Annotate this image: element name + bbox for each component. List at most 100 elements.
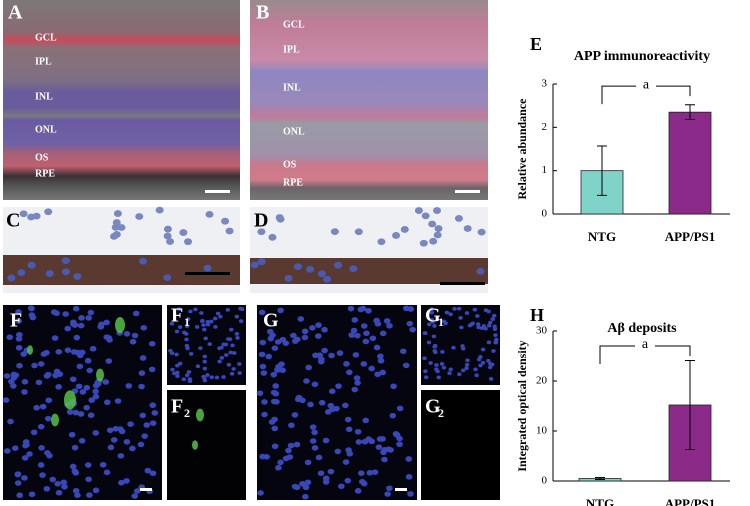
nucleus — [334, 448, 342, 455]
significance-bracket — [599, 345, 691, 364]
nucleus — [486, 340, 492, 345]
nucleus — [14, 471, 22, 478]
nucleus — [134, 488, 141, 494]
error-bar — [685, 360, 695, 450]
nucleus — [141, 433, 148, 439]
nucleus — [71, 468, 79, 475]
nucleus — [7, 274, 16, 282]
nucleus — [374, 371, 381, 378]
nucleus — [351, 386, 359, 393]
nucleus — [203, 336, 208, 341]
nucleus — [125, 383, 133, 389]
nucleus — [117, 453, 125, 459]
panel-label: F — [171, 396, 183, 418]
nucleus — [375, 444, 383, 450]
nucleus — [432, 344, 437, 349]
nucleus — [345, 369, 353, 376]
nucleus — [260, 370, 268, 376]
nucleus — [66, 409, 74, 415]
nucleus — [469, 322, 474, 327]
nucleus — [163, 274, 172, 281]
nucleus — [55, 489, 63, 496]
nucleus — [270, 389, 278, 396]
nucleus — [237, 371, 242, 375]
nucleus — [205, 319, 210, 324]
nucleus — [55, 384, 62, 390]
nucleus — [51, 335, 59, 341]
nucleus — [345, 426, 353, 433]
nucleus — [338, 483, 345, 490]
error-bar — [597, 145, 607, 196]
chart-title: APP immunoreactivity — [574, 49, 710, 64]
nucleus — [407, 491, 414, 497]
nucleus — [139, 412, 147, 419]
nucleus — [113, 210, 122, 217]
nucleus — [37, 361, 45, 367]
nucleus — [360, 480, 368, 487]
nucleus — [83, 384, 91, 391]
nucleus — [135, 213, 144, 220]
nucleus — [457, 372, 462, 377]
nucleus — [118, 479, 125, 486]
significance-bracket — [601, 85, 691, 105]
nucleus — [293, 441, 301, 448]
nucleus — [486, 323, 492, 328]
chart-panel-label: E — [530, 34, 542, 54]
nucleus — [9, 383, 17, 389]
nucleus — [265, 353, 273, 360]
nucleus — [31, 362, 38, 369]
nucleus — [87, 412, 95, 418]
nucleus — [221, 342, 226, 347]
nucleus — [483, 308, 489, 313]
nucleus — [257, 258, 266, 266]
nucleus — [299, 481, 306, 487]
nucleus — [433, 350, 438, 355]
nucleus — [374, 320, 382, 327]
nucleus — [431, 334, 437, 339]
nucleus — [177, 361, 183, 366]
nucleus — [421, 212, 430, 220]
layer-label: RPE — [283, 177, 303, 188]
nucleus — [440, 349, 445, 354]
nucleus — [335, 383, 342, 389]
nucleus — [127, 421, 134, 427]
nucleus — [351, 317, 359, 323]
nucleus — [103, 399, 111, 406]
nucleus — [472, 307, 478, 312]
nucleus — [354, 488, 362, 494]
nucleus — [330, 228, 339, 236]
nucleus — [64, 347, 72, 353]
nucleus — [39, 403, 47, 410]
nucleus — [218, 314, 223, 319]
y-tick-label: 0 — [542, 475, 548, 487]
nucleus — [465, 358, 470, 363]
chart-panel-label: H — [530, 305, 544, 325]
nucleus — [205, 210, 214, 218]
nucleus — [312, 352, 319, 359]
nucleus — [213, 324, 218, 329]
nucleus — [184, 337, 189, 342]
panel-label: C — [6, 210, 20, 232]
nucleus — [429, 237, 438, 245]
nucleus — [139, 355, 147, 361]
nucleus — [151, 410, 159, 416]
nucleus — [169, 321, 175, 326]
nucleus — [301, 334, 309, 341]
nucleus — [400, 348, 407, 355]
nucleus — [366, 470, 374, 476]
nucleus — [103, 469, 111, 476]
error-bar — [685, 104, 695, 121]
nucleus — [179, 229, 188, 236]
nucleus — [386, 322, 393, 329]
nucleus — [15, 309, 22, 315]
nucleus — [447, 371, 452, 376]
panel-label-subscript: 2 — [184, 406, 190, 420]
nucleus — [270, 371, 278, 378]
nucleus — [170, 367, 175, 372]
nucleus — [328, 388, 336, 395]
nucleus — [492, 327, 498, 332]
nucleus — [149, 402, 157, 409]
nucleus — [44, 450, 51, 456]
nucleus — [491, 349, 496, 353]
